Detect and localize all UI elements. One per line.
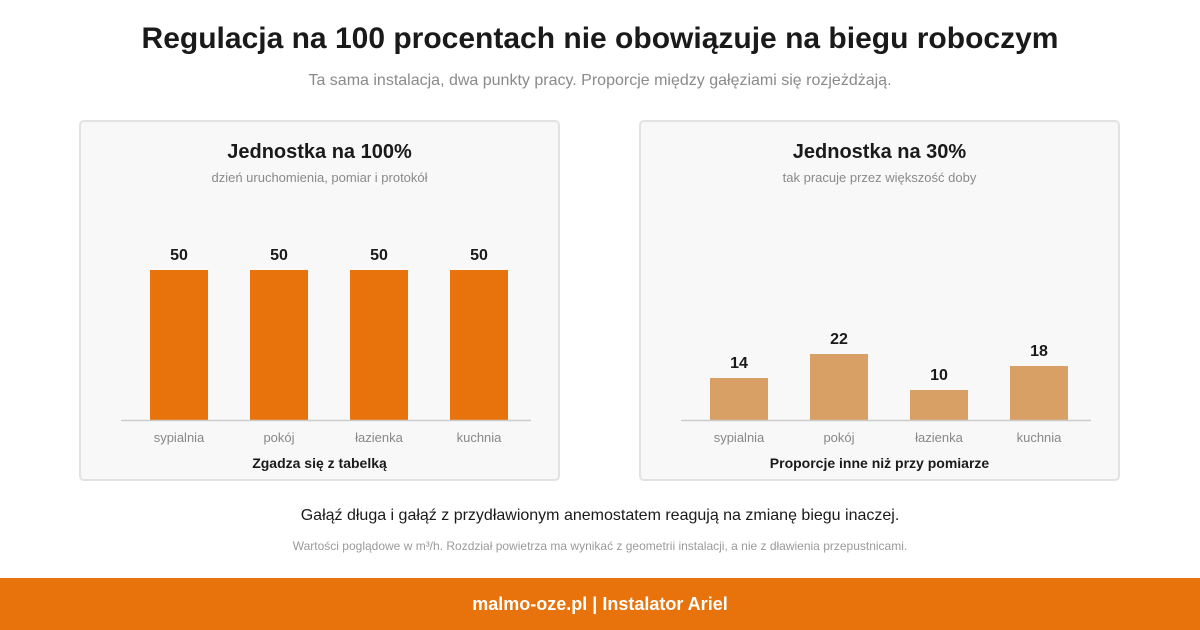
bar-chart-100: 50 sypialnia 50 pokój 50 łazienka 50 kuchnia: [121, 247, 531, 445]
data-label: 50: [470, 247, 488, 264]
chart-title: Jednostka na 100%: [227, 141, 412, 163]
footnote: Wartości poglądowe w m³/h. Rozdział powi…: [292, 539, 908, 553]
chart-panel-30: Jednostka na 30% tak pracuje przez więks…: [639, 120, 1120, 481]
footer-text: malmo-oze.pl | Instalator Ariel: [472, 593, 728, 614]
bar-kuchnia: [450, 270, 508, 420]
chart-note: Zgadza się z tabelką: [252, 455, 387, 471]
chart-panel-100: Jednostka na 100% dzień uruchomienia, po…: [79, 120, 560, 481]
bar-pokój: [250, 270, 308, 420]
x-tick-label: łazienka: [915, 430, 963, 445]
x-tick-label: kuchnia: [457, 430, 503, 445]
bar-pokój: [810, 354, 868, 420]
bar-chart-30: 14 sypialnia 22 pokój 10 łazienka 18 kuchnia: [681, 331, 1091, 445]
page-title: Regulacja na 100 procentach nie obowiązu…: [141, 22, 1059, 55]
footer-bar: malmo-oze.pl | Instalator Ariel: [0, 578, 1200, 630]
bar-sypialnia: [150, 270, 208, 420]
data-label: 22: [830, 331, 848, 348]
data-label: 10: [930, 367, 948, 384]
chart-note: Proporcje inne niż przy pomiarze: [769, 455, 990, 471]
data-label: 50: [170, 247, 188, 264]
x-tick-label: sypialnia: [154, 430, 205, 445]
x-tick-label: łazienka: [355, 430, 403, 445]
chart-title: Jednostka na 30%: [792, 141, 967, 163]
x-tick-label: pokój: [823, 430, 854, 445]
page-subtitle: Ta sama instalacja, dwa punkty pracy. Pr…: [308, 72, 892, 89]
x-tick-label: kuchnia: [1017, 430, 1063, 445]
chart-subtitle: tak pracuje przez większość doby: [782, 170, 977, 185]
data-label: 50: [270, 247, 288, 264]
caption: Gałąź długa i gałąź z przydławionym anem…: [300, 507, 900, 524]
bar-łazienka: [910, 390, 968, 420]
data-label: 18: [1030, 343, 1048, 360]
data-label: 14: [730, 355, 748, 372]
x-tick-label: sypialnia: [714, 430, 765, 445]
chart-subtitle: dzień uruchomienia, pomiar i protokół: [211, 170, 428, 185]
x-tick-label: pokój: [263, 430, 294, 445]
bar-łazienka: [350, 270, 408, 420]
bar-sypialnia: [710, 378, 768, 420]
data-label: 50: [370, 247, 388, 264]
bar-kuchnia: [1010, 366, 1068, 420]
